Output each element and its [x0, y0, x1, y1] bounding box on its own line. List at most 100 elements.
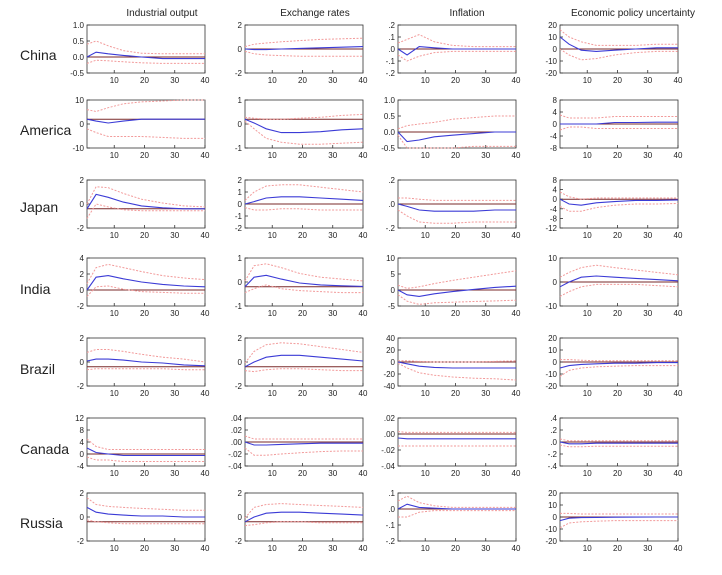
x-tick-label: 10 [421, 469, 430, 478]
y-tick-label: 1.0 [73, 21, 85, 30]
x-tick-label: 30 [328, 309, 337, 318]
y-tick-label: 1.0 [384, 96, 396, 105]
x-tick-label: 40 [359, 231, 368, 240]
x-tick-label: 20 [298, 231, 307, 240]
y-tick-label: -.2 [386, 69, 396, 78]
x-tick-label: 30 [328, 389, 337, 398]
y-tick-label: 10 [75, 96, 84, 105]
row-label: Russia [20, 515, 63, 531]
y-tick-label: -1 [235, 212, 243, 221]
x-tick-label: 40 [674, 309, 683, 318]
lower-confidence-band [559, 520, 678, 529]
column-title: Exchange rates [280, 8, 350, 19]
y-tick-label: 2 [80, 176, 85, 185]
subplot-china-3: 20 10 0 -10 -20 10 20 30 40 [545, 21, 683, 85]
y-tick-label: 8 [553, 176, 558, 185]
subplot-russia-2: .1 .0 -.1 -.2 10 20 30 40 [386, 489, 521, 553]
plot-frame [86, 99, 206, 149]
y-tick-label: 0 [238, 513, 243, 522]
lower-confidence-band [86, 368, 205, 371]
x-tick-label: 10 [583, 151, 592, 160]
impulse-response-line [559, 362, 678, 369]
x-tick-label: 20 [451, 309, 460, 318]
y-tick-label: 10 [548, 33, 557, 42]
lower-confidence-band [397, 209, 516, 224]
y-tick-label: -10 [545, 302, 557, 311]
impulse-response-line [86, 447, 205, 457]
upper-confidence-band [397, 115, 516, 130]
y-tick-label: 2 [80, 270, 85, 279]
subplot-brazil-2: 40 20 0 -20 -40 10 20 30 40 [383, 334, 521, 398]
subplot-russia-0: 20-210 20 30 40 [77, 489, 210, 553]
subplot-japan-1: 210-1-210 20 30 40 [235, 176, 368, 240]
y-tick-label: .0 [388, 505, 395, 514]
subplot-brazil-0: 20-210 20 30 40 [77, 334, 210, 398]
upper-confidence-band [559, 264, 679, 278]
impulse-response-line [86, 193, 205, 210]
upper-confidence-band [86, 263, 206, 284]
plot-frame [397, 417, 517, 467]
x-tick-label: 20 [451, 151, 460, 160]
x-tick-label: 30 [643, 469, 652, 478]
y-tick-label: 0 [553, 358, 558, 367]
x-tick-label: 10 [268, 151, 277, 160]
y-tick-label: -2 [77, 302, 85, 311]
y-tick-label: 0 [238, 358, 243, 367]
impulse-response-line [397, 285, 517, 297]
y-tick-label: 0.5 [384, 112, 396, 121]
y-tick-label: -20 [545, 69, 557, 78]
x-tick-label: 10 [583, 389, 592, 398]
x-tick-label: 20 [298, 469, 307, 478]
x-tick-label: 30 [170, 389, 179, 398]
y-tick-label: -8 [550, 214, 558, 223]
upper-confidence-band [244, 184, 364, 201]
x-tick-label: 20 [613, 151, 622, 160]
y-tick-label: 10 [386, 254, 395, 263]
y-tick-label: 0 [238, 120, 243, 129]
impulse-response-line [244, 511, 364, 523]
x-tick-label: 10 [583, 76, 592, 85]
y-tick-label: -0.5 [70, 69, 84, 78]
y-tick-label: -.2 [386, 537, 396, 546]
upper-confidence-band [86, 99, 205, 113]
lower-confidence-band [86, 128, 205, 139]
x-tick-label: 20 [140, 231, 149, 240]
y-tick-label: 20 [548, 489, 557, 498]
y-tick-label: 12 [75, 414, 84, 423]
impulse-response-line [397, 46, 516, 56]
y-tick-label: 2 [238, 334, 243, 343]
y-tick-label: -20 [383, 370, 395, 379]
y-tick-label: 8 [80, 426, 85, 435]
upper-confidence-band [397, 431, 516, 433]
y-tick-label: -.04 [228, 462, 242, 471]
y-tick-label: 2 [238, 489, 243, 498]
y-tick-label: 0 [391, 286, 396, 295]
plot-frame [86, 24, 206, 74]
lower-confidence-band [244, 284, 363, 294]
y-tick-label: .1 [388, 489, 395, 498]
y-tick-label: 0 [80, 200, 85, 209]
impulse-response-line [559, 516, 678, 522]
x-tick-label: 30 [328, 231, 337, 240]
lower-confidence-band [244, 521, 363, 527]
x-tick-label: 20 [613, 469, 622, 478]
x-tick-label: 10 [110, 231, 119, 240]
y-tick-label: -2 [77, 224, 85, 233]
impulse-response-line [86, 506, 205, 518]
subplot-china-1: 20-210 20 30 40 [235, 21, 368, 85]
y-tick-label: 0 [391, 358, 396, 367]
y-tick-label: -0.5 [381, 144, 395, 153]
subplot-brazil-3: 20 10 0 -10 -20 10 20 30 40 [545, 334, 683, 398]
y-tick-label: 4 [80, 438, 85, 447]
x-tick-label: 40 [512, 309, 521, 318]
x-tick-label: 10 [583, 231, 592, 240]
x-tick-label: 30 [481, 151, 490, 160]
y-tick-label: -20 [545, 537, 557, 546]
y-tick-label: 8 [553, 96, 558, 105]
lower-confidence-band [86, 456, 205, 462]
y-tick-label: -.1 [386, 521, 396, 530]
x-tick-label: 40 [512, 231, 521, 240]
x-tick-label: 30 [170, 544, 179, 553]
x-tick-label: 30 [643, 76, 652, 85]
